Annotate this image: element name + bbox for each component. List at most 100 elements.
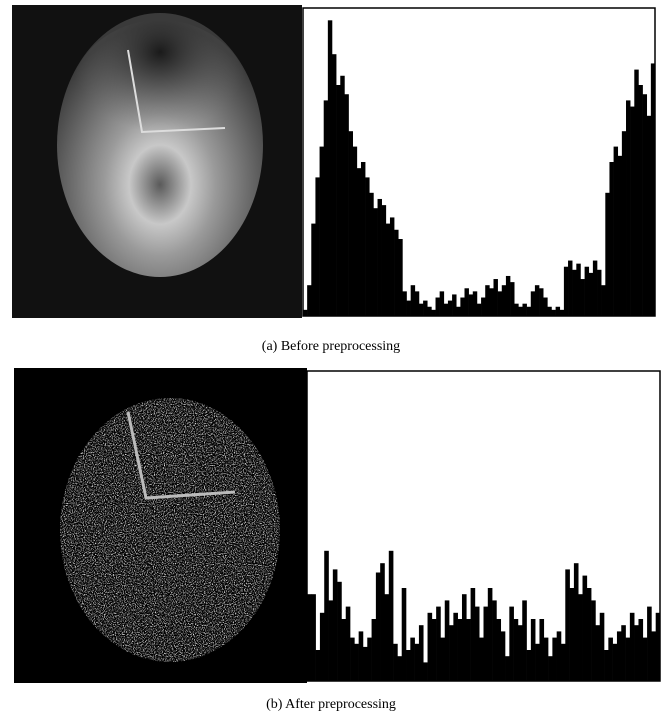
histogram-bar xyxy=(354,643,359,681)
histogram-bar xyxy=(505,656,510,681)
histogram-bar xyxy=(385,223,391,316)
histogram-bar xyxy=(613,146,619,316)
histogram-bar xyxy=(307,285,312,316)
histogram-bar xyxy=(509,606,514,681)
histogram-bar xyxy=(319,612,325,681)
histogram-bar xyxy=(444,600,450,681)
histogram-bar xyxy=(539,619,545,681)
histogram-bar xyxy=(638,619,644,681)
histogram-bar xyxy=(476,303,482,316)
histogram-bar xyxy=(539,288,544,316)
histogram-bar xyxy=(580,279,585,316)
histogram-bar xyxy=(443,303,449,316)
histogram-bar xyxy=(547,306,552,316)
histogram-bar xyxy=(362,646,368,681)
histogram-bar xyxy=(601,285,606,316)
histogram-bar xyxy=(311,223,316,316)
histogram-bar xyxy=(394,229,399,316)
histogram-bar xyxy=(427,612,433,681)
egg-shadow xyxy=(70,20,250,180)
histogram-bar xyxy=(604,650,609,681)
histogram-bar xyxy=(410,637,415,681)
histogram-bar xyxy=(384,594,390,681)
histogram-bar xyxy=(552,637,557,681)
histogram-bar xyxy=(609,162,614,316)
histogram-bar xyxy=(625,637,631,681)
histogram-bar xyxy=(423,662,428,681)
histogram-bar xyxy=(592,260,598,316)
histogram-bar xyxy=(530,291,536,316)
histogram-bar xyxy=(559,309,565,316)
histogram-bar xyxy=(617,155,623,316)
histogram-bar xyxy=(517,625,523,681)
histogram-bar xyxy=(373,208,378,316)
crack xyxy=(126,411,236,500)
caption: (a) Before preprocessing xyxy=(262,339,400,354)
histogram-bar xyxy=(367,637,372,681)
histogram-bar xyxy=(401,588,407,681)
histogram-bar xyxy=(522,600,527,681)
histogram-bar xyxy=(464,288,469,316)
histogram-bar xyxy=(435,297,440,316)
histogram-bar xyxy=(389,217,395,316)
histogram-bar xyxy=(375,572,381,681)
histogram-bar xyxy=(337,581,342,681)
histogram-bar xyxy=(410,285,416,316)
histogram-bar xyxy=(468,294,474,316)
histogram-bar xyxy=(315,177,320,316)
histogram-bar xyxy=(341,619,347,681)
histogram-bar xyxy=(548,656,553,681)
histogram-bar xyxy=(336,85,341,316)
histogram-bar xyxy=(630,106,635,316)
histogram-bar xyxy=(612,643,618,681)
histogram-bar xyxy=(642,637,648,681)
histogram-bar xyxy=(489,288,494,316)
histogram-bar xyxy=(629,612,635,681)
histogram-bar xyxy=(565,569,570,681)
histogram-bar xyxy=(586,588,592,681)
histogram-bar xyxy=(352,146,358,316)
histogram-bar xyxy=(483,606,489,681)
histogram-bar xyxy=(307,594,312,681)
histogram-bar xyxy=(449,625,454,681)
histogram-bar xyxy=(568,260,573,316)
histogram-bar xyxy=(588,272,594,316)
histogram-bar xyxy=(526,306,532,316)
histogram-bar xyxy=(534,285,540,316)
histogram-bar xyxy=(348,131,353,316)
histogram-bar xyxy=(369,192,374,316)
histogram-bar xyxy=(563,266,569,316)
histogram-bar xyxy=(332,569,338,681)
histogram-bar xyxy=(514,303,519,316)
histogram-bar xyxy=(493,279,498,316)
histogram-bar xyxy=(431,309,436,316)
histogram-bar xyxy=(427,306,432,316)
histogram-bar xyxy=(324,550,329,681)
histogram-bar xyxy=(311,594,316,681)
histogram-bar xyxy=(621,625,626,681)
histogram-bar xyxy=(543,297,548,316)
histogram-bar xyxy=(655,612,661,681)
histogram-bar xyxy=(522,303,527,316)
histogram-bar xyxy=(647,606,652,681)
histogram-bar xyxy=(380,563,385,681)
histogram-bar xyxy=(608,637,613,681)
histogram-bar xyxy=(634,625,639,681)
histogram-bar xyxy=(526,650,532,681)
histogram-bar xyxy=(303,309,308,316)
histogram-bar xyxy=(551,309,556,316)
histogram-bar xyxy=(371,619,377,681)
histogram-bar xyxy=(456,306,461,316)
histogram-bar xyxy=(436,606,441,681)
histogram-bar xyxy=(356,168,362,316)
histogram-bar xyxy=(319,146,325,316)
histogram-bar xyxy=(472,291,478,316)
histogram-bar xyxy=(501,285,507,316)
histogram-bar xyxy=(328,600,334,681)
histogram-bar xyxy=(530,619,536,681)
histogram-bar xyxy=(597,269,602,316)
histogram-bar xyxy=(510,282,515,316)
histogram-bar xyxy=(323,100,329,317)
histogram-bar xyxy=(365,177,370,316)
